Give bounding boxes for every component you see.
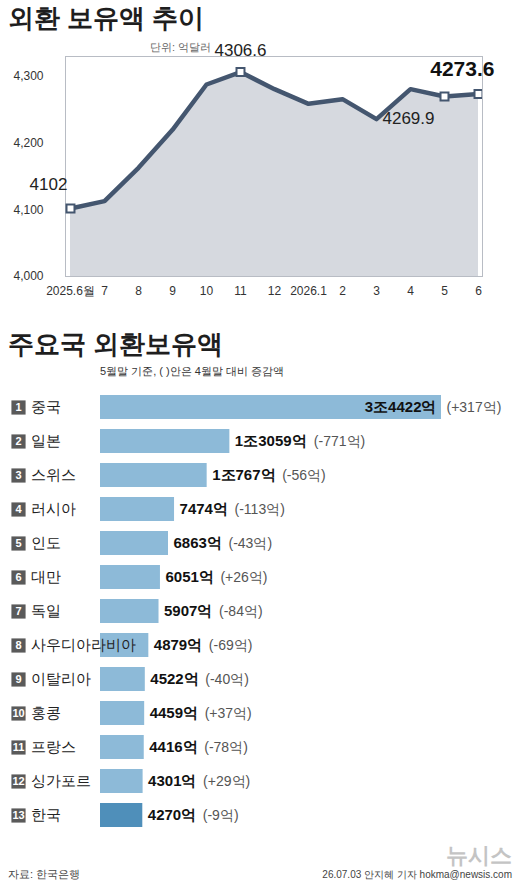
svg-text:(-40억): (-40억) [205, 671, 249, 687]
svg-text:4522억: 4522억 [150, 670, 198, 687]
svg-text:(-69억): (-69억) [209, 637, 253, 653]
svg-text:4306.6: 4306.6 [215, 41, 267, 60]
svg-text:사우디아라비아: 사우디아라비아 [31, 636, 136, 653]
svg-text:5: 5 [15, 537, 21, 549]
svg-text:6: 6 [475, 284, 482, 298]
svg-text:(-43억): (-43억) [228, 535, 272, 551]
svg-text:4459억: 4459억 [150, 704, 198, 721]
svg-text:1조3059억: 1조3059억 [235, 432, 307, 449]
svg-text:3조4422억: 3조4422억 [365, 398, 437, 415]
svg-text:4269.9: 4269.9 [383, 109, 435, 128]
svg-text:3: 3 [373, 284, 380, 298]
svg-text:4,100: 4,100 [13, 203, 43, 217]
svg-text:(-771억): (-771억) [314, 433, 365, 449]
svg-text:(-113억): (-113억) [235, 501, 285, 517]
svg-text:4879억: 4879억 [154, 636, 202, 653]
svg-text:싱가포르: 싱가포르 [31, 772, 91, 789]
svg-text:4: 4 [407, 284, 414, 298]
svg-text:8: 8 [135, 284, 142, 298]
svg-text:2: 2 [339, 284, 346, 298]
svg-text:3: 3 [15, 469, 21, 481]
svg-text:프랑스: 프랑스 [31, 738, 76, 755]
svg-text:4102: 4102 [30, 175, 68, 194]
html-text:외환 보유액 추이: 외환 보유액 추이 [8, 3, 205, 33]
svg-text:(-78억): (-78억) [204, 739, 248, 755]
svg-text:11: 11 [234, 284, 247, 298]
svg-text:독일: 독일 [31, 602, 61, 619]
svg-text:4,000: 4,000 [13, 269, 43, 283]
svg-text:1조767억: 1조767억 [212, 466, 275, 483]
svg-text:이탈리아: 이탈리아 [31, 670, 91, 687]
svg-text:대만: 대만 [31, 568, 61, 585]
svg-text:4416억: 4416억 [149, 738, 197, 755]
svg-text:4: 4 [15, 503, 22, 515]
svg-text:(+29억): (+29억) [203, 773, 250, 789]
svg-text:4,300: 4,300 [13, 69, 43, 83]
svg-text:10: 10 [200, 284, 214, 298]
svg-text:11: 11 [13, 741, 25, 753]
svg-text:2: 2 [15, 435, 21, 447]
svg-text:홍콩: 홍콩 [31, 704, 61, 721]
svg-text:인도: 인도 [31, 534, 61, 551]
svg-text:5907억: 5907억 [164, 602, 212, 619]
html-text:자료: 한국은행: 자료: 한국은행 [8, 868, 81, 880]
svg-text:스위스: 스위스 [31, 466, 76, 483]
svg-text:1: 1 [15, 401, 21, 413]
html-text:26.07.03 안지혜 기자 hokma@newsis.c: 26.07.03 안지혜 기자 hokma@newsis.com [322, 869, 512, 880]
svg-text:(-56억): (-56억) [282, 467, 326, 483]
svg-text:2026.1: 2026.1 [290, 284, 327, 298]
svg-text:6051억: 6051억 [165, 568, 213, 585]
html-text:단위: 억달러: 단위: 억달러 [150, 41, 212, 53]
svg-text:4270억: 4270억 [148, 806, 196, 823]
svg-text:6: 6 [15, 571, 21, 583]
svg-text:5: 5 [441, 284, 448, 298]
html-text:주요국 외환보유액: 주요국 외환보유액 [8, 329, 224, 359]
svg-text:(+37억): (+37억) [205, 705, 252, 721]
svg-text:(+317억): (+317억) [447, 399, 502, 415]
svg-text:(+26억): (+26억) [220, 569, 267, 585]
svg-text:7: 7 [15, 605, 21, 617]
svg-text:8: 8 [15, 639, 21, 651]
html-text:뉴시스: 뉴시스 [446, 843, 512, 868]
svg-text:7474억: 7474억 [180, 500, 228, 517]
svg-text:10: 10 [12, 707, 24, 719]
svg-text:4301억: 4301억 [148, 772, 196, 789]
svg-text:러시아: 러시아 [31, 500, 76, 517]
svg-text:6863억: 6863억 [173, 534, 221, 551]
svg-text:12: 12 [12, 775, 24, 787]
svg-text:2025.6월: 2025.6월 [46, 284, 95, 298]
svg-text:한국: 한국 [31, 806, 61, 823]
svg-text:일본: 일본 [31, 432, 61, 449]
svg-text:(-9억): (-9억) [203, 807, 239, 823]
svg-text:(-84억): (-84억) [219, 603, 263, 619]
svg-text:7: 7 [101, 284, 108, 298]
svg-text:12: 12 [268, 284, 282, 298]
svg-text:4,200: 4,200 [13, 136, 43, 150]
html-text:5월말 기준, ( )안은 4월말 대비 증감액: 5월말 기준, ( )안은 4월말 대비 증감액 [100, 365, 284, 377]
svg-text:9: 9 [15, 673, 21, 685]
svg-text:중국: 중국 [31, 398, 61, 415]
svg-text:4273.6: 4273.6 [430, 57, 494, 80]
svg-text:9: 9 [169, 284, 176, 298]
svg-text:13: 13 [12, 809, 24, 821]
